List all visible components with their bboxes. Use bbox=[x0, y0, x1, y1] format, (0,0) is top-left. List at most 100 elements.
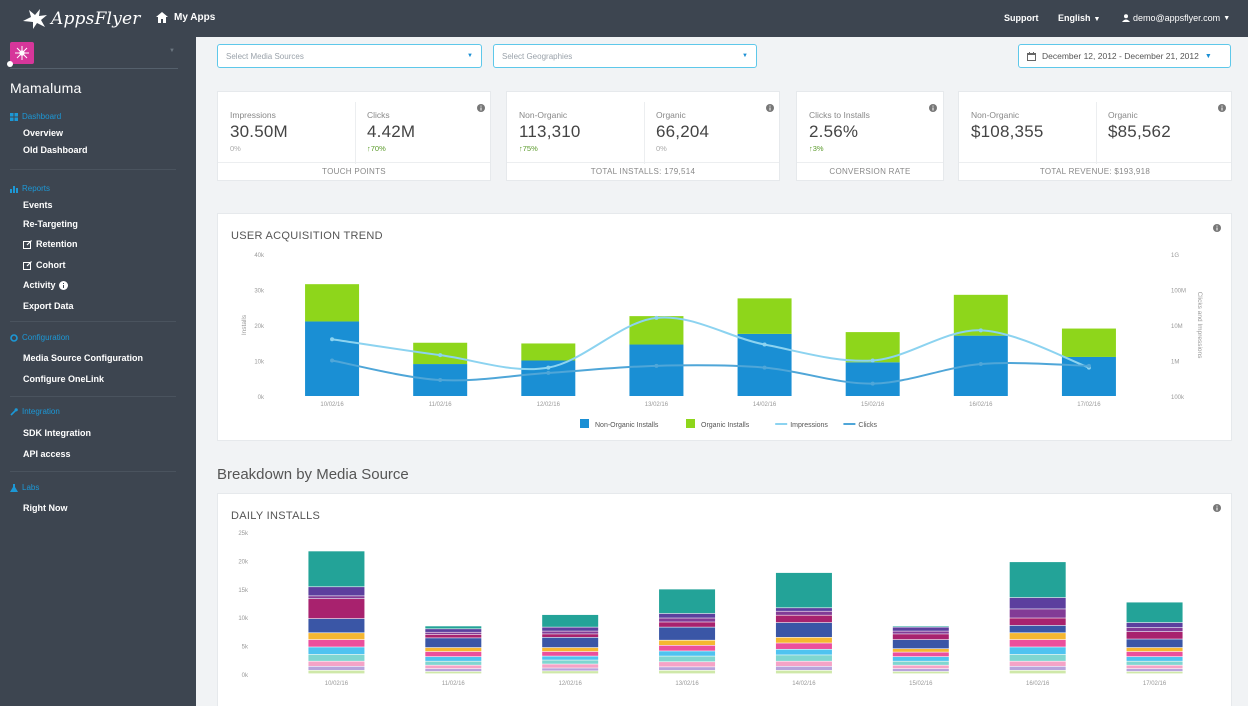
stacked-bar-segment bbox=[659, 640, 716, 645]
stacked-bar-segment bbox=[659, 667, 716, 670]
legend-label: Organic Installs bbox=[701, 422, 750, 429]
breakdown-title: Breakdown by Media Source bbox=[217, 466, 409, 483]
legend-label: Impressions bbox=[790, 422, 828, 429]
stacked-bar-segment bbox=[308, 661, 365, 667]
x-tick-label: 15/02/16 bbox=[909, 681, 933, 687]
point-clicks bbox=[654, 363, 659, 368]
user-email: demo@appsflyer.com bbox=[1133, 13, 1221, 23]
legend-label: Non-Organic Installs bbox=[595, 422, 659, 429]
info-icon[interactable] bbox=[1213, 504, 1221, 512]
date-range-picker[interactable]: December 12, 2012 - December 21, 2012 ▼ bbox=[1018, 44, 1231, 68]
sidebar-item-configure-onelink[interactable]: Configure OneLink bbox=[23, 374, 104, 384]
sidebar-item-overview[interactable]: Overview bbox=[23, 128, 63, 138]
non-organic-installs-value: 113,310 bbox=[519, 122, 581, 141]
point-clicks bbox=[330, 358, 335, 363]
bar-organic-installs bbox=[305, 284, 360, 322]
sidebar-item-cohort[interactable]: Cohort bbox=[23, 260, 66, 270]
stacked-bar-segment bbox=[425, 668, 482, 672]
sidebar-item-media-source-configuration[interactable]: Media Source Configuration bbox=[23, 353, 143, 363]
sidebar-item-export-data[interactable]: Export Data bbox=[23, 301, 74, 311]
sidebar-item-label: API access bbox=[23, 449, 71, 459]
sidebar-item-sdk-integration[interactable]: SDK Integration bbox=[23, 428, 91, 438]
x-tick-label: 12/02/16 bbox=[537, 402, 561, 408]
stacked-bar-segment bbox=[425, 634, 482, 638]
stacked-bar-segment bbox=[1126, 661, 1183, 665]
x-tick-label: 17/02/16 bbox=[1077, 402, 1101, 408]
sidebar-item-activity[interactable]: Activity bbox=[23, 280, 68, 290]
touch-points-footer: TOUCH POINTS bbox=[218, 162, 490, 180]
sidebar-item-label: Media Source Configuration bbox=[23, 353, 144, 363]
filter-bar: Select Media Sources ▼ Select Geographie… bbox=[196, 37, 1248, 77]
section-title: Dashboard bbox=[22, 112, 62, 121]
sidebar-item-label: Events bbox=[23, 200, 53, 210]
geographies-select[interactable]: Select Geographies ▼ bbox=[493, 44, 757, 68]
language-dropdown[interactable]: English ▼ bbox=[1058, 13, 1100, 23]
section-reports: Reports bbox=[10, 184, 50, 193]
app-name: Mamaluma bbox=[10, 80, 82, 96]
info-icon[interactable] bbox=[929, 104, 937, 112]
info-icon[interactable] bbox=[477, 104, 485, 112]
stacked-bar-segment bbox=[1009, 661, 1066, 667]
point-impressions bbox=[978, 328, 983, 333]
stacked-bar-segment bbox=[892, 627, 949, 631]
stacked-bar-segment bbox=[1009, 609, 1066, 618]
stacked-bar-segment bbox=[308, 633, 365, 640]
app-status-dot bbox=[7, 61, 13, 67]
stacked-bar-segment bbox=[892, 671, 949, 674]
stacked-bar-segment bbox=[659, 618, 716, 622]
stacked-bar-segment bbox=[1009, 666, 1066, 670]
calendar-icon bbox=[1027, 51, 1036, 61]
stacked-bar-segment bbox=[775, 661, 832, 667]
clicks-label: Clicks bbox=[367, 110, 390, 120]
sidebar-item-events[interactable]: Events bbox=[23, 200, 53, 210]
y-tick-label: 20k bbox=[254, 324, 265, 330]
info-icon[interactable] bbox=[766, 104, 774, 112]
organic-revenue-label: Organic bbox=[1108, 110, 1138, 120]
clicks-change-value: 70% bbox=[370, 144, 386, 153]
info-icon[interactable] bbox=[1213, 224, 1221, 232]
sidebar-item-api-access[interactable]: API access bbox=[23, 449, 71, 459]
sidebar-item-retention[interactable]: Retention bbox=[23, 239, 78, 249]
sidebar-item-label: Cohort bbox=[36, 260, 66, 270]
organic-installs-value: 66,204 bbox=[656, 122, 710, 141]
sidebar-item-old-dashboard[interactable]: Old Dashboard bbox=[23, 145, 88, 155]
bar-organic-installs bbox=[629, 316, 684, 345]
x-tick-label: 11/02/16 bbox=[429, 402, 453, 408]
stacked-bar-segment bbox=[1126, 627, 1183, 632]
info-icon[interactable] bbox=[1218, 104, 1226, 112]
non-organic-revenue-label: Non-Organic bbox=[971, 110, 1020, 120]
stacked-bar-segment bbox=[1126, 665, 1183, 669]
appsflyer-bird-icon bbox=[23, 9, 47, 29]
sidebar-item-label: SDK Integration bbox=[23, 428, 92, 438]
sidebar-item-re-targeting[interactable]: Re-Targeting bbox=[23, 219, 78, 229]
appsflyer-logo[interactable]: AppsFlyer bbox=[22, 7, 141, 31]
daily-installs-card: DAILY INSTALLS 0k 5k 10k 15k 20k 25k 10/02/16 1… bbox=[217, 493, 1232, 706]
stacked-bar-segment bbox=[1009, 562, 1066, 598]
bar-organic-installs bbox=[1061, 328, 1116, 357]
x-tick-label: 17/02/16 bbox=[1143, 681, 1167, 687]
kpi-separator bbox=[1096, 102, 1097, 164]
non-organic-change: ↑75% bbox=[519, 144, 538, 153]
my-apps-link[interactable]: My Apps bbox=[156, 12, 215, 23]
chevron-down-icon: ▼ bbox=[1204, 52, 1212, 60]
series-line-clicks bbox=[331, 359, 1089, 385]
user-menu[interactable]: demo@appsflyer.com ▼ bbox=[1122, 13, 1230, 23]
sidebar-item-right-now[interactable]: Right Now bbox=[23, 503, 68, 513]
section-title: Configuration bbox=[22, 333, 70, 342]
y2-tick-label: 100k bbox=[1171, 395, 1185, 401]
media-sources-select[interactable]: Select Media Sources ▼ bbox=[217, 44, 482, 68]
stacked-bar-segment bbox=[659, 670, 716, 674]
section-title: Labs bbox=[22, 483, 40, 492]
stacked-bar-segment bbox=[1009, 597, 1066, 609]
bar-non-organic-installs bbox=[629, 344, 684, 396]
stacked-bar-segment bbox=[775, 666, 832, 670]
chevron-down-icon[interactable]: ▼ bbox=[169, 48, 175, 54]
app-icon[interactable] bbox=[10, 42, 34, 64]
stacked-bar-segment bbox=[892, 656, 949, 661]
support-link[interactable]: Support bbox=[1004, 13, 1039, 23]
y-tick-label: 40k bbox=[254, 253, 265, 259]
stacked-bar-segment bbox=[425, 665, 482, 669]
bar-organic-installs bbox=[521, 343, 576, 361]
non-organic-revenue-value: $108,355 bbox=[971, 122, 1044, 141]
stacked-bar-segment bbox=[892, 626, 949, 627]
